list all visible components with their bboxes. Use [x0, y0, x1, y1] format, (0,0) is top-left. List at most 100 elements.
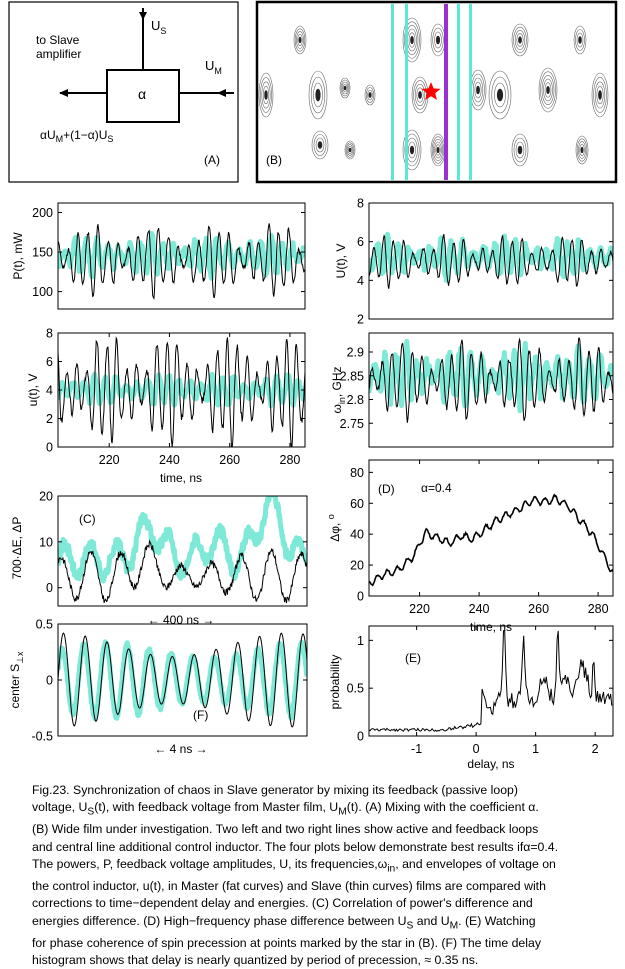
caption-line: histogram shows that delay is nearly qua…	[32, 953, 479, 968]
contour-line	[339, 77, 351, 99]
contour-line	[408, 141, 416, 159]
contour-line	[544, 82, 552, 98]
contour-line	[575, 29, 585, 51]
contour-line	[340, 79, 350, 97]
contour-line	[496, 88, 504, 102]
contour-line	[317, 141, 323, 149]
arrow-down-icon	[139, 12, 147, 20]
contour-line	[518, 36, 522, 44]
contour-line	[264, 90, 268, 100]
contour-line	[546, 86, 550, 95]
x-axis-label: time, ns	[470, 620, 512, 634]
um-label: UM	[205, 58, 222, 76]
caption-line: the control inductor, u(t), in Master (f…	[32, 878, 546, 893]
contour-line	[296, 31, 304, 49]
contour-line	[294, 28, 306, 52]
y-axis: 2.75 2.8 2.85 2.9	[340, 346, 613, 431]
control-line-center	[444, 4, 448, 180]
plot-spin-precession: -0.5 0 0.5 (F) center S⊥x ← 4 ns →	[8, 618, 308, 756]
contour-line	[416, 87, 424, 103]
x-tick-label: 1	[532, 742, 539, 756]
contour-line	[474, 81, 482, 99]
slave-curve	[58, 539, 307, 604]
contour-line	[514, 30, 526, 50]
caption-line: voltage, US(t), with feedback voltage fr…	[32, 800, 539, 818]
contour-line	[573, 25, 587, 55]
y-tick-label: 80	[350, 466, 364, 480]
star-icon	[421, 82, 441, 100]
x-tick-label: 280	[280, 453, 301, 467]
alpha-annotation: α=0.4	[421, 481, 452, 495]
y-tick-label: 0.5	[347, 682, 364, 696]
contour-line	[432, 27, 444, 53]
x-tick-label: 0	[473, 742, 480, 756]
panel-a-frame	[8, 1, 239, 183]
slave-curve	[58, 336, 305, 447]
contour-line	[364, 84, 376, 106]
contour-line	[434, 31, 442, 49]
plot-power: 100 150 200 P(t), mW	[11, 202, 306, 310]
slave-curve	[369, 234, 613, 289]
contour-line	[404, 21, 420, 59]
contour-line	[261, 81, 271, 109]
caption-line: energies difference. (D) High−frequency …	[32, 913, 536, 932]
y-tick-label: 2	[46, 412, 53, 426]
contour-line	[434, 141, 442, 159]
loop-line-right-1	[457, 4, 460, 180]
y-axis: 100 150 200	[32, 206, 305, 299]
contour-line	[402, 129, 422, 171]
x-tick-label: 220	[409, 602, 430, 616]
axes-ticks: 0 2 4 6 8 220 240 260 280	[46, 327, 305, 467]
y-axis-label: u(t), V	[26, 374, 40, 407]
y-axis-label: P(t), mW	[11, 232, 25, 280]
contour-line	[576, 32, 584, 48]
panel-tag: (B)	[266, 153, 282, 167]
contour-line	[435, 35, 441, 45]
contour-line	[404, 133, 420, 167]
y-axis: -0.5 0 0.5	[31, 618, 307, 744]
contour-line	[511, 23, 529, 57]
contour-line	[315, 88, 321, 102]
master-curve	[58, 371, 305, 409]
master-curve	[58, 639, 307, 722]
contour-line	[367, 89, 373, 101]
axes-ticks: 0 20 40 60 80 220 240 260 280	[350, 460, 613, 616]
panel-a: to Slave amplifier US UM α αUM+(1−α)US (…	[8, 1, 239, 183]
contour-line	[344, 140, 356, 160]
y-tick-label: 6	[357, 235, 364, 249]
plot-phase-difference: 0 20 40 60 80 220 240 260 280 (D) α=0.4 Δφ, o ti…	[326, 459, 614, 634]
panel-tag: (A)	[204, 153, 220, 167]
contour-line	[543, 78, 553, 102]
contour-line	[540, 71, 556, 109]
x-tick-label: 260	[219, 453, 240, 467]
contour-line	[591, 72, 609, 118]
us-label: US	[151, 18, 166, 36]
caption-line: corrections to time−dependent delay and …	[32, 896, 533, 911]
caption-line: for phase coherence of spin precession a…	[32, 935, 541, 950]
panel-tag: (C)	[79, 512, 96, 526]
contour-line	[436, 147, 440, 154]
master-curve	[58, 496, 307, 584]
y-axis-label: ωin, GHz	[330, 366, 347, 413]
y-tick-label: 0	[46, 441, 53, 455]
figure-caption: Fig.23. Synchronization of chaos in Slav…	[32, 782, 607, 969]
axes-frame	[368, 459, 614, 597]
panel-tag: (E)	[405, 651, 421, 665]
axes-frame	[57, 495, 308, 607]
caption-line: and central line additional control indu…	[32, 839, 559, 854]
contour-line	[476, 85, 480, 95]
panel-tag: (F)	[193, 708, 208, 722]
y-tick-label: 0	[46, 581, 53, 595]
y-tick-label: 60	[350, 497, 364, 511]
contour-line	[576, 138, 588, 162]
x-tick-label: 2	[592, 742, 599, 756]
x-tick-label: 220	[99, 453, 120, 467]
x-span-label: ← 4 ns →	[154, 742, 207, 756]
y-tick-label: 4	[46, 384, 53, 398]
panel-tag: (D)	[378, 482, 395, 496]
y-axis-label: 700·ΔE, ΔP	[10, 517, 24, 580]
contour-line	[313, 82, 323, 108]
y-axis: 2 4 6 8	[357, 197, 613, 327]
y-axis: 0 10 20	[39, 490, 307, 595]
contour-line	[347, 146, 353, 154]
